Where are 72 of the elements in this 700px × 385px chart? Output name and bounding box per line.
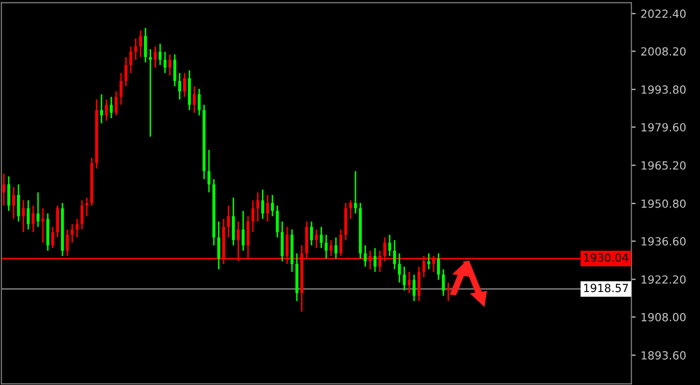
y-tick-label: 1893.60 — [642, 351, 686, 360]
y-tick-label: 1950.80 — [642, 199, 686, 208]
candlestick — [198, 88, 201, 116]
candlestick — [178, 72, 182, 100]
candlestick — [41, 208, 44, 244]
candlestick — [207, 149, 210, 194]
candlestick — [417, 266, 420, 302]
ref-line-label: 1930.04 — [584, 253, 628, 262]
candlestick — [120, 72, 123, 106]
candlestick — [393, 239, 396, 270]
candlestick — [276, 204, 279, 238]
candlestick — [80, 200, 84, 230]
y-tick-label: 2022.40 — [641, 10, 686, 18]
candlestick — [168, 54, 172, 76]
candlestick — [339, 228, 342, 257]
candlestick — [270, 194, 274, 217]
candlestick — [22, 200, 25, 233]
candlestick — [310, 220, 313, 246]
candlestick — [388, 234, 392, 257]
candlestick — [134, 38, 138, 60]
candlestick — [32, 204, 35, 233]
candlestick — [85, 196, 88, 217]
candlestick — [374, 247, 376, 273]
candlestick — [266, 194, 270, 222]
candlestick — [104, 98, 108, 122]
candlestick — [398, 252, 401, 284]
candlestick — [324, 234, 328, 260]
candlestick — [442, 268, 445, 296]
candlestick — [408, 271, 411, 294]
candlestick — [17, 184, 20, 222]
candlestick — [227, 204, 230, 238]
candlestick — [280, 220, 284, 262]
candlestick — [192, 86, 196, 114]
candlestick — [412, 274, 416, 302]
candlestick — [349, 200, 352, 220]
candlestick — [144, 27, 147, 64]
candlestick — [129, 46, 132, 74]
candlestick — [100, 94, 103, 124]
candlestick — [334, 236, 338, 260]
candlestick — [76, 218, 79, 238]
candlestick — [402, 266, 406, 292]
candlestick — [251, 200, 254, 233]
candlestick — [314, 228, 318, 249]
y-tick-label: 1979.60 — [642, 123, 686, 132]
candlestick — [2, 173, 6, 206]
candlestick — [330, 239, 333, 257]
candlestick — [66, 228, 69, 257]
candlestick — [124, 56, 128, 87]
y-tick-label: 2008.20 — [641, 47, 686, 56]
candlestick — [256, 192, 260, 222]
candlestick — [183, 72, 186, 98]
y-tick-label: 1908.00 — [642, 312, 686, 322]
candlestick — [148, 48, 152, 138]
candlestick — [354, 170, 357, 214]
y-tick-label: 1922.20 — [642, 275, 686, 284]
candlestick — [232, 196, 235, 246]
candlestick — [139, 30, 142, 58]
candlestick — [51, 226, 54, 249]
ref-line-label: 1918.57 — [584, 284, 628, 292]
candlestick — [56, 204, 60, 238]
y-tick-label: 1993.80 — [642, 85, 686, 94]
candlestick — [12, 186, 16, 220]
candlestick — [36, 192, 40, 228]
y-tick-label: 1936.60 — [642, 237, 686, 246]
candlestick — [70, 223, 74, 244]
y-tick-label: 1965.20 — [642, 161, 686, 170]
candlestick — [261, 188, 264, 220]
candlestick — [114, 90, 118, 116]
candlestick — [158, 43, 162, 66]
candlestick — [437, 252, 440, 281]
candlestick — [164, 51, 166, 74]
candlestick — [242, 210, 245, 252]
